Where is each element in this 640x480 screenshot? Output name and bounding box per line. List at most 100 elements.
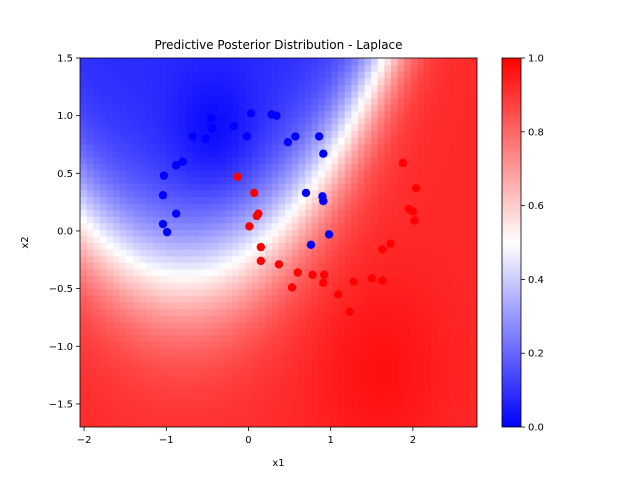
field-cell (278, 394, 286, 402)
field-cell (463, 347, 471, 356)
field-cell (417, 400, 425, 408)
field-cell (318, 229, 326, 237)
field-cell (166, 209, 174, 217)
field-cell (390, 301, 399, 309)
field-cell (410, 334, 419, 342)
field-cell (146, 104, 154, 112)
field-cell (199, 314, 207, 323)
field-cell (470, 64, 477, 72)
field-cell (424, 282, 432, 290)
field-cell (371, 242, 379, 250)
field-cell (384, 420, 392, 427)
field-cell (258, 90, 266, 99)
field-cell (371, 110, 379, 118)
field-cell (225, 117, 233, 125)
field-cell (106, 222, 114, 230)
field-cell (457, 334, 465, 342)
field-cell (258, 380, 266, 389)
field-cell (470, 216, 477, 224)
field-cell (285, 380, 293, 389)
field-cell (179, 394, 187, 402)
field-cell (371, 295, 379, 303)
field-cell (218, 143, 227, 151)
field-cell (384, 400, 392, 408)
field-cell (285, 275, 293, 283)
field-cell (285, 367, 293, 375)
field-cell (285, 222, 293, 230)
field-cell (238, 71, 247, 79)
field-cell (397, 176, 405, 184)
field-cell (344, 137, 352, 145)
class-1-point (233, 172, 243, 181)
field-cell (397, 380, 405, 389)
y-axis: −1.5−1.0−0.50.00.51.01.5 (49, 54, 80, 410)
field-cell (298, 170, 306, 178)
field-cell (351, 268, 359, 277)
field-cell (437, 295, 445, 303)
field-cell (278, 150, 286, 158)
field-cell (384, 374, 392, 382)
field-cell (384, 150, 392, 158)
field-cell (437, 117, 445, 125)
field-cell (152, 150, 160, 158)
field-cell (298, 130, 306, 138)
field-cell (271, 347, 280, 356)
y-tick-label: −1.5 (49, 399, 73, 410)
field-cell (410, 380, 419, 389)
field-cell (225, 249, 233, 257)
field-cell (106, 90, 114, 99)
field-cell (271, 123, 280, 132)
field-cell (344, 183, 352, 191)
field-cell (172, 367, 180, 375)
field-cell (185, 249, 194, 257)
field-cell (199, 229, 207, 237)
field-cell (324, 275, 333, 283)
field-cell (238, 295, 247, 303)
field-cell (106, 314, 114, 323)
field-cell (86, 387, 94, 395)
field-cell (291, 183, 299, 191)
field-cell (99, 90, 108, 99)
field-cell (410, 341, 419, 349)
field-cell (146, 249, 154, 257)
field-cell (106, 387, 114, 395)
field-cell (291, 123, 299, 132)
field-cell (185, 400, 194, 408)
field-cell (285, 104, 293, 112)
field-cell (410, 130, 419, 138)
field-cell (390, 183, 399, 191)
field-cell (132, 394, 141, 402)
field-cell (397, 97, 405, 105)
field-cell (424, 77, 432, 85)
field-cell (311, 262, 319, 270)
field-cell (212, 77, 220, 85)
field-cell (99, 255, 108, 263)
field-cell (298, 314, 306, 323)
field-cell (331, 163, 339, 171)
field-cell (152, 163, 160, 171)
field-cell (324, 407, 333, 415)
field-cell (437, 321, 445, 329)
field-cell (205, 374, 213, 382)
field-cell (212, 380, 220, 389)
field-cell (318, 341, 326, 349)
field-cell (324, 137, 333, 145)
field-cell (318, 156, 326, 165)
field-cell (225, 262, 233, 270)
field-cell (371, 420, 379, 427)
field-cell (119, 394, 127, 402)
field-cell (450, 341, 458, 349)
field-cell (390, 295, 399, 303)
field-cell (331, 77, 339, 85)
field-cell (377, 321, 385, 329)
class-1-point (308, 270, 317, 279)
field-cell (357, 183, 366, 191)
field-cell (99, 97, 108, 105)
field-cell (199, 216, 207, 224)
field-cell (152, 400, 160, 408)
field-cell (357, 354, 366, 362)
field-cell (338, 242, 346, 250)
field-cell (212, 222, 220, 230)
field-cell (298, 334, 306, 342)
field-cell (331, 104, 339, 112)
